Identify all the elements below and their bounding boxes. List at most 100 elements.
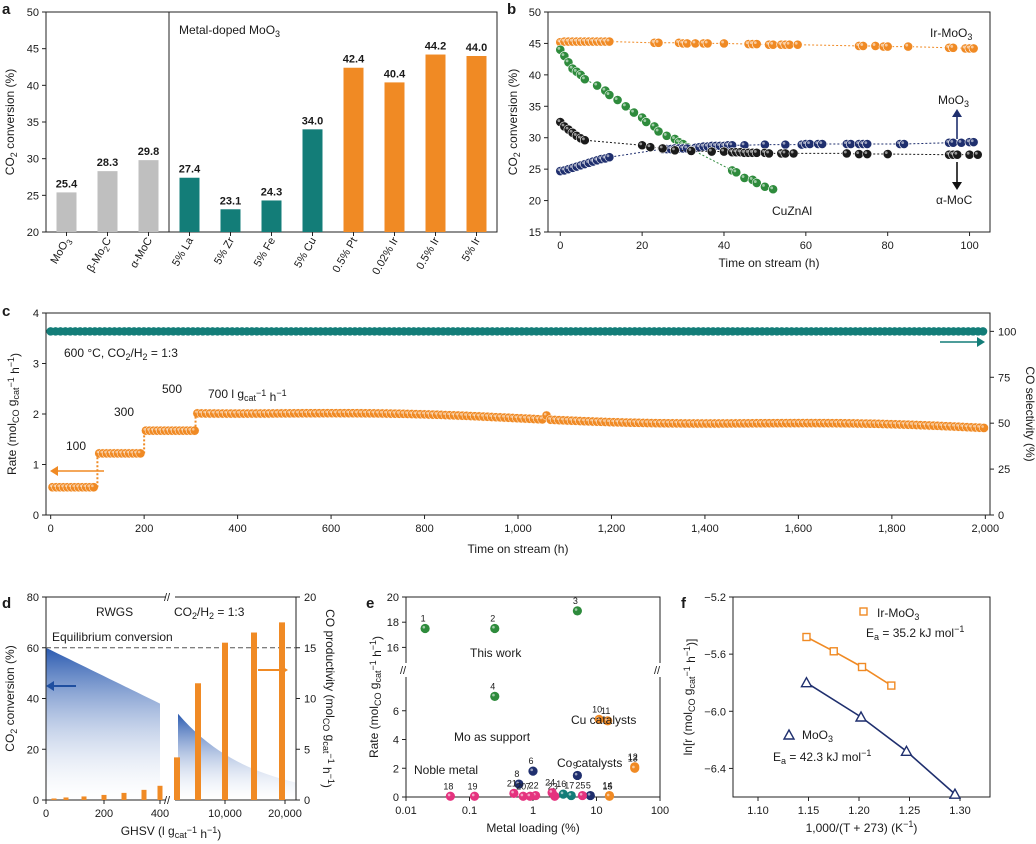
rate-point-highlight-c <box>371 410 375 414</box>
productivity-bar-d <box>81 796 87 800</box>
point-number-e: 21 <box>507 778 517 788</box>
x-tick-label-b: 20 <box>636 240 648 252</box>
rate-point-highlight-c <box>728 420 732 424</box>
axis-break-bottom-d <box>166 797 175 803</box>
y-tick-label-a: 45 <box>27 44 39 56</box>
rate-point-highlight-c <box>926 422 930 426</box>
data-point-b <box>760 181 770 192</box>
data-point-b <box>629 107 639 118</box>
point-number-e: 25 <box>575 781 585 791</box>
data-point-highlight-b <box>565 126 569 130</box>
data-point-highlight-b <box>606 154 610 158</box>
data-point-highlight-b <box>721 40 724 44</box>
rate-point-highlight-c <box>489 414 492 417</box>
rate-point-highlight-c <box>337 410 341 414</box>
data-point-e <box>572 770 582 781</box>
data-point-b <box>592 80 603 91</box>
rate-point-highlight-c <box>636 420 640 423</box>
x-tick-label-a: α-MoC <box>128 235 155 270</box>
data-point-highlight-e <box>471 793 475 797</box>
y-axis-label-c: Rate (molCO gcat−1 h−1) <box>5 353 22 475</box>
data-point-highlight-b <box>721 148 724 152</box>
rate-point-highlight-c <box>333 410 337 414</box>
data-point-highlight-b <box>659 145 663 149</box>
rate-point-highlight-c <box>501 414 505 418</box>
data-point-highlight-e <box>579 792 583 796</box>
rate-point-highlight-c <box>964 424 968 428</box>
data-point-highlight-e <box>492 693 495 697</box>
productivity-bar-d <box>195 683 201 800</box>
y-tick-label-e: 0 <box>393 792 399 804</box>
data-point-highlight-b <box>970 139 974 143</box>
rate-point-highlight-c <box>876 421 879 424</box>
y-tick-label-f: −6.0 <box>704 706 726 718</box>
y-axis-label-a: CO2 conversion (%) <box>3 69 19 175</box>
x-tick-label-d: 20,000 <box>268 808 302 820</box>
label-ratio-d: CO2/H2 = 1:3 <box>174 605 245 621</box>
data-point-highlight-e <box>549 790 553 793</box>
rate-point-highlight-c <box>956 424 959 427</box>
point-number-e: 15 <box>602 781 612 791</box>
y-tick-label-e: 2 <box>393 763 399 775</box>
rate-point-highlight-c <box>396 411 400 414</box>
data-point-b <box>751 147 762 158</box>
x-tick-label-a: 0.5% Pt <box>330 236 360 275</box>
rate-point-highlight-c <box>682 420 686 424</box>
rate-point-highlight-c <box>720 420 724 424</box>
data-point-highlight-b <box>843 150 847 154</box>
y-tick-label-b: 45 <box>529 38 541 50</box>
data-point-b <box>964 149 975 160</box>
data-point-highlight-b <box>856 151 860 155</box>
data-point-highlight-b <box>954 151 958 155</box>
rate-point-highlight-c <box>497 414 501 418</box>
rate-point-highlight-c <box>787 420 791 424</box>
rate-point-highlight-c <box>211 410 215 414</box>
group-label-noble-metal: Noble metal <box>414 763 478 777</box>
data-point-b <box>604 90 615 100</box>
rate-point-highlight-c <box>821 420 825 424</box>
data-point-b <box>751 178 762 188</box>
x-tick-label-c: 400 <box>228 523 246 535</box>
data-point-b <box>690 38 701 49</box>
data-point-e <box>445 791 455 801</box>
data-point-highlight-b <box>692 40 696 44</box>
rate-point-highlight-c <box>884 421 888 424</box>
data-point-highlight-b <box>737 149 741 153</box>
data-point-highlight-b <box>864 151 868 155</box>
data-point-highlight-b <box>569 65 573 69</box>
data-point-highlight-e <box>606 793 610 797</box>
rate-point-highlight-c <box>897 421 900 425</box>
data-point-b <box>751 39 762 49</box>
data-point-highlight-b <box>848 141 851 145</box>
data-point-b <box>706 146 717 157</box>
productivity-bar-d <box>51 798 57 800</box>
rate-point-highlight-c <box>527 416 530 419</box>
ea-label-ir-moo3: Ea = 35.2 kJ mol−1 <box>866 624 964 642</box>
annotation-metal-doped: Metal-doped MoO3 <box>179 23 280 39</box>
legend-label-moo3: MoO3 <box>802 728 833 744</box>
data-point-highlight-b <box>950 45 954 48</box>
x-tick-label-a: 0.02% Ir <box>370 235 401 277</box>
rate-point-highlight-c <box>968 424 972 428</box>
rate-point-highlight-c <box>556 417 560 421</box>
rate-point-highlight-c <box>215 410 219 414</box>
y-tick-label-c: 0 <box>33 510 39 522</box>
x-tick-label-c: 800 <box>415 523 433 535</box>
point-number-e: 1 <box>421 614 426 624</box>
series-label-moo3: MoO3 <box>938 93 969 109</box>
data-point-highlight-b <box>565 59 569 63</box>
rate-point-highlight-c <box>813 420 816 424</box>
x-tick-label-a: 0.5% Ir <box>414 235 442 271</box>
point-number-e: 9 <box>573 760 578 770</box>
rate-point-highlight-c <box>518 415 522 419</box>
axis-break-top-d <box>166 594 175 600</box>
rate-point-highlight-c <box>409 411 412 414</box>
rate-point-highlight-c <box>691 420 694 424</box>
x-tick-label-f: 1.20 <box>848 805 869 817</box>
rate-point-highlight-c <box>834 420 837 424</box>
data-point-highlight-b <box>729 142 733 146</box>
data-point-b <box>645 142 656 153</box>
data-point-b <box>780 139 791 150</box>
rate-point-highlight-c <box>308 410 311 414</box>
data-point-b <box>817 139 828 149</box>
